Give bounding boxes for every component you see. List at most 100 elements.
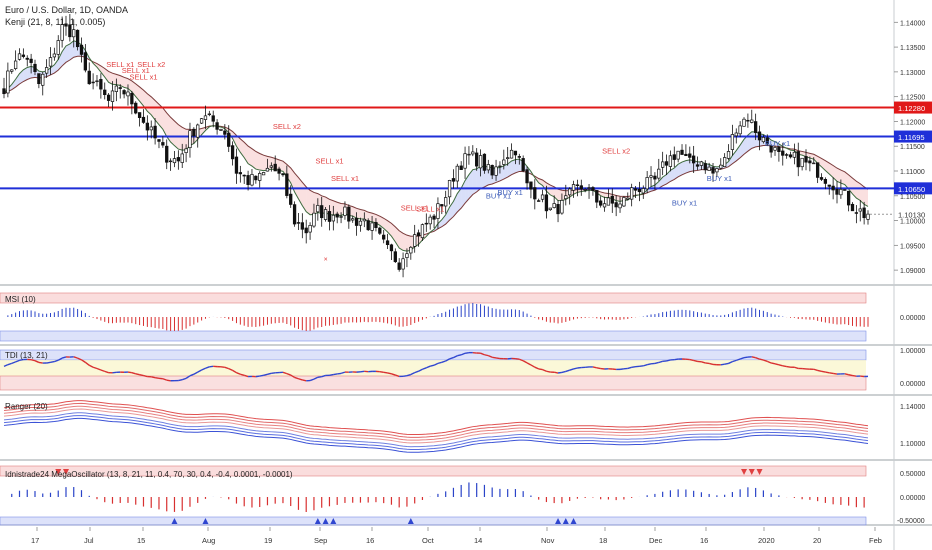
ema-cloud-segment	[135, 83, 140, 102]
date-tick-label: 18	[599, 536, 607, 545]
sell-signal-label: SELL x1	[122, 66, 150, 75]
candle-down	[804, 156, 808, 163]
tdi-line-segment	[406, 373, 412, 377]
ema-cloud-segment	[182, 127, 187, 151]
candle-down	[296, 222, 301, 224]
candle-down	[215, 122, 219, 130]
date-tick-label: 15	[137, 536, 145, 545]
candle-up	[72, 29, 76, 38]
ranger-band-line	[3, 415, 869, 450]
candle-down	[165, 145, 169, 163]
sell-signal-label: SELL x1	[315, 157, 343, 166]
tdi-line-segment	[178, 378, 183, 382]
candle-up	[571, 184, 576, 191]
candle-up	[742, 118, 746, 127]
candle-up	[110, 90, 115, 102]
candle-down	[304, 227, 308, 234]
candle-up	[645, 177, 649, 190]
candle-up	[269, 165, 273, 168]
candle-down	[784, 154, 789, 156]
candle-down	[846, 190, 851, 206]
ema-cloud-segment	[437, 219, 442, 229]
candle-down	[711, 167, 715, 174]
tdi-line-segment	[569, 368, 574, 371]
ema-cloud-segment	[236, 135, 241, 153]
candle-up	[657, 168, 661, 179]
cross-marker: ×	[324, 257, 328, 264]
ema-cloud-segment	[158, 104, 163, 130]
ranger-band-line	[3, 402, 869, 438]
candle-down	[382, 234, 386, 240]
ranger-band-line	[3, 400, 869, 436]
tdi-line-segment	[182, 377, 187, 381]
tdi-line-segment	[255, 375, 260, 378]
ema-cloud-segment	[670, 167, 675, 182]
candle-down	[695, 164, 700, 167]
tdi-line-segment	[379, 371, 384, 373]
ema-cloud-segment	[775, 141, 779, 147]
candle-up	[606, 197, 611, 206]
buy-signal-label: BUY x1	[765, 139, 790, 148]
tdi-line-segment	[317, 376, 322, 378]
slow-ema-line	[3, 55, 869, 237]
candle-up	[168, 160, 173, 163]
candle-down	[482, 153, 487, 171]
ranger-band-line	[3, 408, 869, 444]
candle-down	[75, 29, 80, 48]
tdi-line-segment	[205, 366, 210, 369]
chart-title: Euro / U.S. Dollar, 1D, OANDA	[5, 5, 128, 15]
ema-cloud-segment	[232, 131, 237, 147]
candle-up	[207, 113, 211, 116]
candle-down	[544, 194, 549, 212]
tdi-line-segment	[201, 367, 206, 371]
candle-down	[533, 187, 537, 200]
candle-down	[238, 172, 242, 175]
candle-up	[750, 119, 754, 123]
last-price-label: 1.10130	[898, 211, 925, 220]
candle-down	[796, 151, 800, 168]
candle-up	[719, 164, 723, 169]
candle-up	[44, 67, 49, 74]
candle-down	[64, 23, 68, 27]
tdi-bottom-band	[0, 375, 867, 391]
candle-up	[486, 164, 490, 171]
ema-cloud-segment	[499, 165, 504, 181]
candle-down	[862, 207, 866, 219]
candle-down	[192, 128, 196, 137]
tdi-line-segment	[286, 372, 291, 376]
candle-up	[722, 157, 727, 167]
ema-cloud-segment	[143, 90, 148, 112]
candle-down	[595, 190, 599, 203]
tdi-line-segment	[3, 364, 9, 368]
candle-down	[393, 251, 397, 263]
ranger-tick-label: 1.10000	[900, 441, 925, 448]
ema-cloud-segment	[604, 193, 609, 198]
candle-up	[409, 246, 413, 254]
candle-down	[788, 154, 793, 158]
tdi-line-segment	[592, 366, 597, 369]
ema-cloud-segment	[825, 160, 830, 175]
tdi-line-segment	[561, 370, 566, 374]
tdi-line-segment	[557, 371, 563, 374]
ema-cloud-segment	[573, 189, 578, 195]
ema-cloud-segment	[27, 66, 32, 80]
candle-up	[800, 157, 804, 168]
candle-up	[494, 166, 498, 176]
candle-up	[552, 203, 556, 208]
ema-cloud-segment	[685, 159, 690, 174]
level-price-label: 1.12280	[898, 104, 925, 113]
candle-down	[757, 131, 762, 141]
ema-cloud-segment	[108, 71, 113, 85]
tdi-line-segment	[774, 363, 780, 366]
ema-cloud-segment	[302, 182, 307, 212]
candle-down	[157, 139, 161, 142]
candle-up	[730, 134, 735, 150]
candle-down	[91, 81, 95, 84]
candle-down	[289, 193, 293, 205]
date-tick-label: Dec	[649, 536, 663, 545]
sell-signal-label: SELL x2	[137, 60, 165, 69]
tdi-line-segment	[244, 374, 249, 378]
price-tick-label: 1.09500	[900, 243, 925, 250]
ema-cloud-segment	[379, 216, 384, 229]
